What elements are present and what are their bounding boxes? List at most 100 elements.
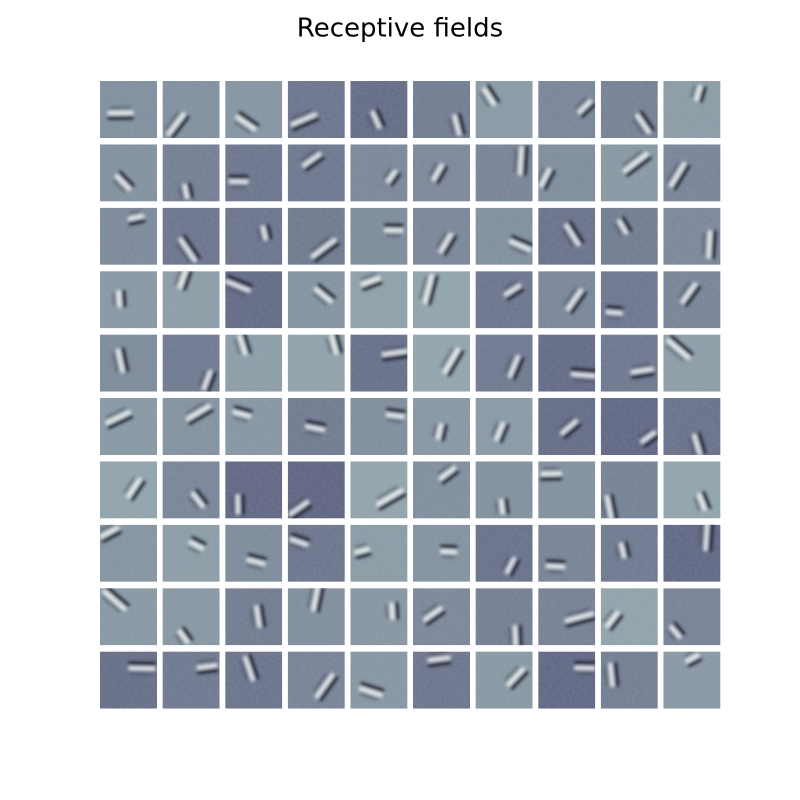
gabor-feature [678,281,702,307]
dark-stripe [176,242,191,263]
light-stripe [288,500,310,516]
dark-stripe [121,347,130,373]
light-stripe [505,556,516,575]
gabor-feature [257,224,273,241]
receptive-field-tile [600,651,658,709]
light-stripe [389,602,395,621]
gabor-feature [310,236,340,263]
dark-stripe [441,424,448,442]
light-stripe [431,163,444,182]
light-stripe [706,230,712,259]
tile-texture [413,524,470,582]
receptive-field-tile [100,207,157,265]
gabor-feature [436,232,457,256]
receptive-field-tile [100,524,157,582]
light-stripe [508,239,532,252]
dark-stripe [708,524,714,552]
receptive-field-tile [162,398,220,455]
light-stripe [506,667,525,687]
receptive-field-tile [100,398,157,455]
receptive-field-tile [538,461,596,519]
dark-stripe [313,241,340,263]
tile-texture [475,334,533,392]
gabor-feature [603,609,624,631]
dark-stripe [601,498,608,519]
light-stripe [196,663,218,670]
light-stripe [605,310,623,316]
dark-stripe [233,416,248,422]
dark-stripe [305,419,327,427]
dark-stripe [105,588,130,607]
gabor-feature [684,651,702,668]
receptive-field-tile [538,207,596,265]
gabor-feature [702,230,717,260]
gabor-feature [325,334,343,355]
receptive-field-tile [413,651,470,709]
gabor-feature [232,405,253,422]
dark-stripe [513,148,518,173]
dark-stripe [257,228,262,241]
receptive-field-tile [663,271,721,329]
light-stripe [102,589,127,611]
tile-texture [413,588,470,646]
dark-stripe [121,289,127,308]
light-stripe [423,606,443,622]
dark-stripe [495,501,499,514]
tile-texture [162,588,220,646]
tile-texture [100,81,157,138]
dark-stripe [638,427,652,438]
dark-stripe [687,657,702,668]
gabor-feature [164,111,190,138]
dark-stripe [233,405,253,414]
dark-stripe [367,114,376,130]
tile-texture [100,524,157,582]
gabor-feature [690,84,707,103]
dark-stripe [605,305,624,311]
dark-stripe [354,543,368,549]
receptive-field-tile [413,588,470,646]
dark-stripe [504,666,520,681]
dark-stripe [566,608,590,617]
dark-stripe [558,417,573,430]
gabor-feature [188,488,209,510]
gabor-feature [508,235,533,255]
dark-stripe [376,486,399,500]
dark-stripe [436,232,447,249]
gabor-feature [175,626,194,646]
dark-stripe [441,470,460,485]
receptive-field-tile [475,461,533,519]
dark-stripe [448,117,456,136]
receptive-field-tile [413,524,470,582]
dark-stripe [242,334,252,354]
dark-stripe [325,337,333,354]
receptive-field-tile [538,81,596,138]
receptive-field-tile [475,524,533,582]
light-stripe [442,347,460,374]
gabor-feature [101,588,130,613]
dark-stripe [673,164,691,191]
tile-texture [538,81,596,138]
light-stripe [126,477,142,499]
gabor-feature [666,161,691,191]
receptive-field-tile [225,334,283,392]
dark-stripe [419,275,428,300]
light-stripe [191,491,205,509]
gabor-feature [123,477,146,501]
light-stripe [178,237,197,263]
tile-texture [350,398,408,455]
tile-texture [600,207,658,265]
dark-stripe [313,672,329,693]
tile-texture [663,461,721,519]
dark-stripe [447,350,465,377]
dark-stripe [518,624,523,646]
dark-stripe [190,536,207,546]
receptive-field-tile [538,144,596,202]
tile-texture [287,334,345,392]
receptive-field-tile [475,207,533,265]
tile-texture [162,461,220,519]
dark-stripe [239,660,249,681]
gabor-feature [290,109,320,131]
tile-texture [225,207,283,265]
light-stripe [254,605,262,629]
light-stripe [225,279,251,293]
